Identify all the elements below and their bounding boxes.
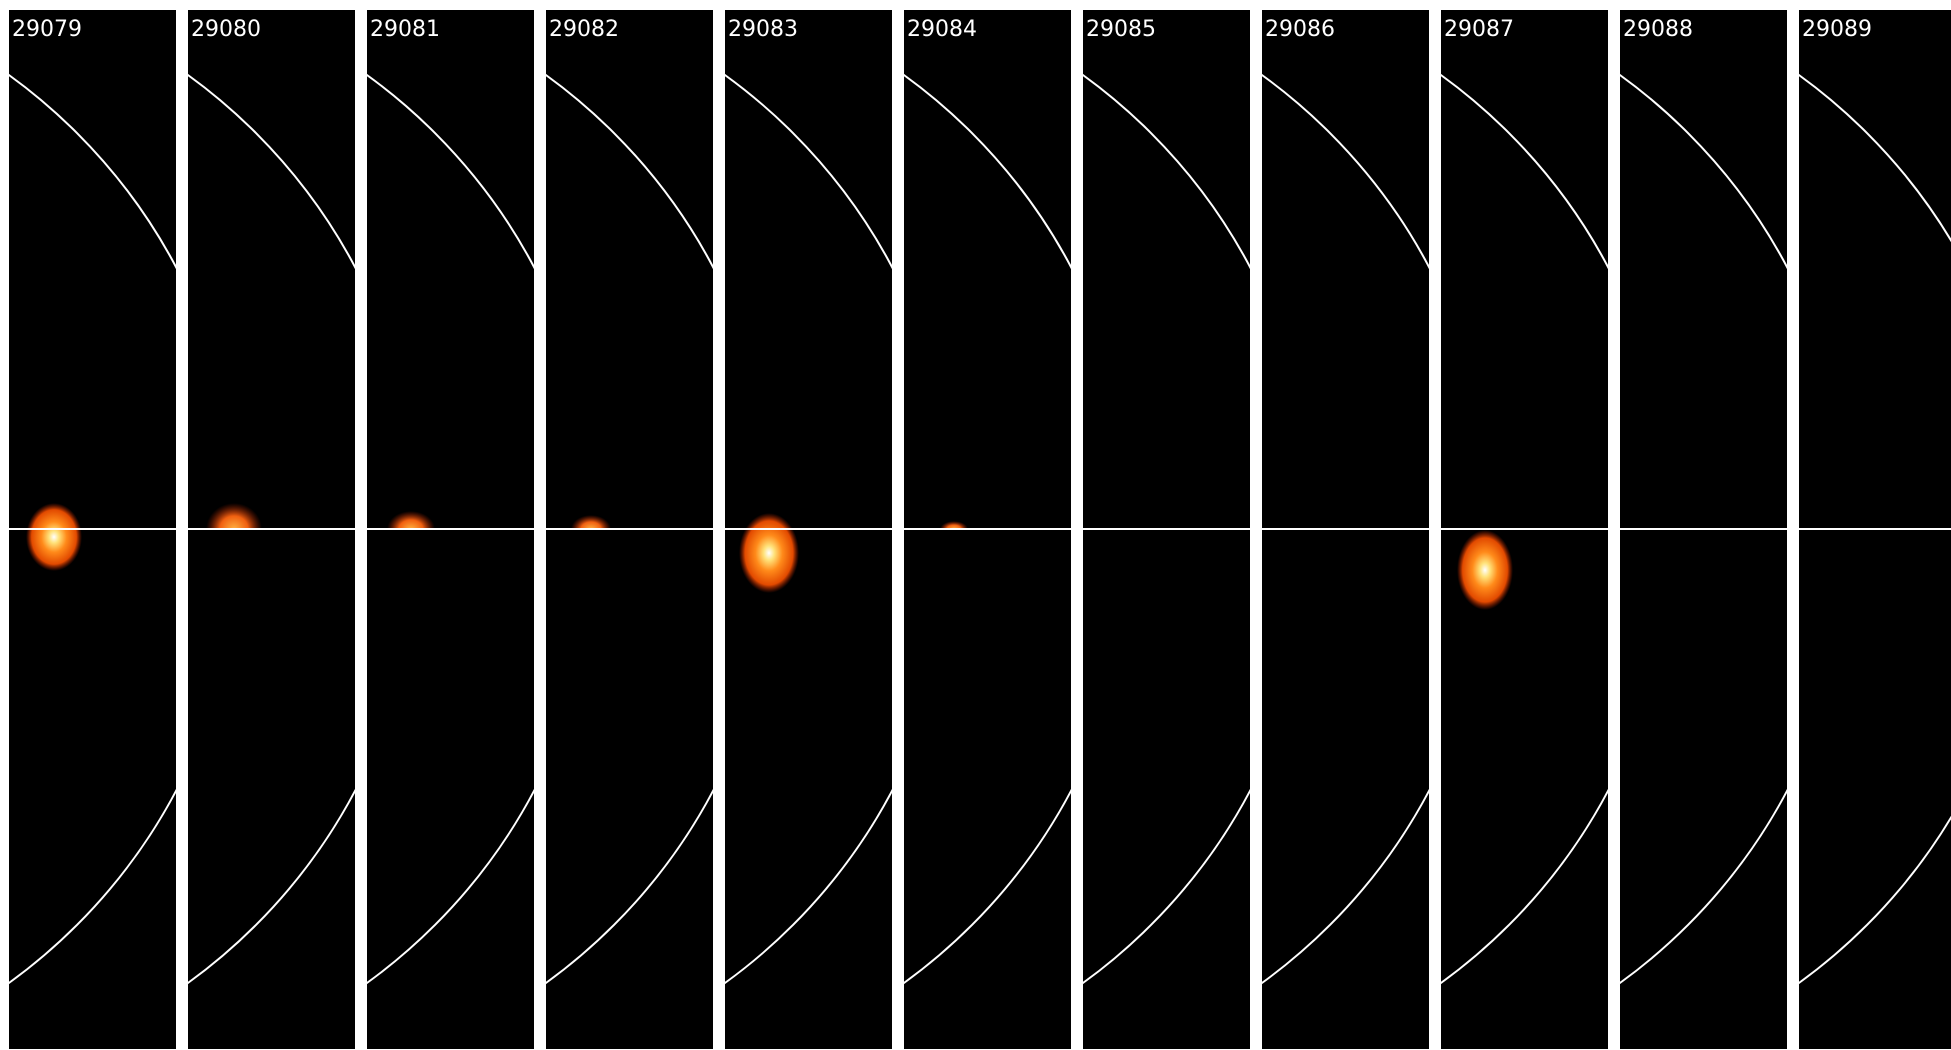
frame-label: 29088 <box>1623 17 1693 42</box>
hit-cluster <box>739 513 799 593</box>
frame-label: 29086 <box>1265 17 1335 42</box>
hit-cluster <box>26 503 82 571</box>
hit-cluster <box>1457 530 1513 610</box>
frame-label: 29083 <box>728 17 798 42</box>
frame-label: 29081 <box>370 17 440 42</box>
frame-label: 29085 <box>1086 17 1156 42</box>
frame-label: 29084 <box>907 17 977 42</box>
frame-label: 29082 <box>549 17 619 42</box>
frame-label: 29080 <box>191 17 261 42</box>
frame-label: 29087 <box>1444 17 1514 42</box>
frame-label: 29089 <box>1802 17 1872 42</box>
page: 29079 29080 29081 29082 29083 29084 29085 29086… <box>0 0 1951 1050</box>
frame-label: 29079 <box>12 17 82 42</box>
frame-strip: 29079 29080 29081 29082 29083 29084 29085 29086… <box>0 0 1951 1050</box>
